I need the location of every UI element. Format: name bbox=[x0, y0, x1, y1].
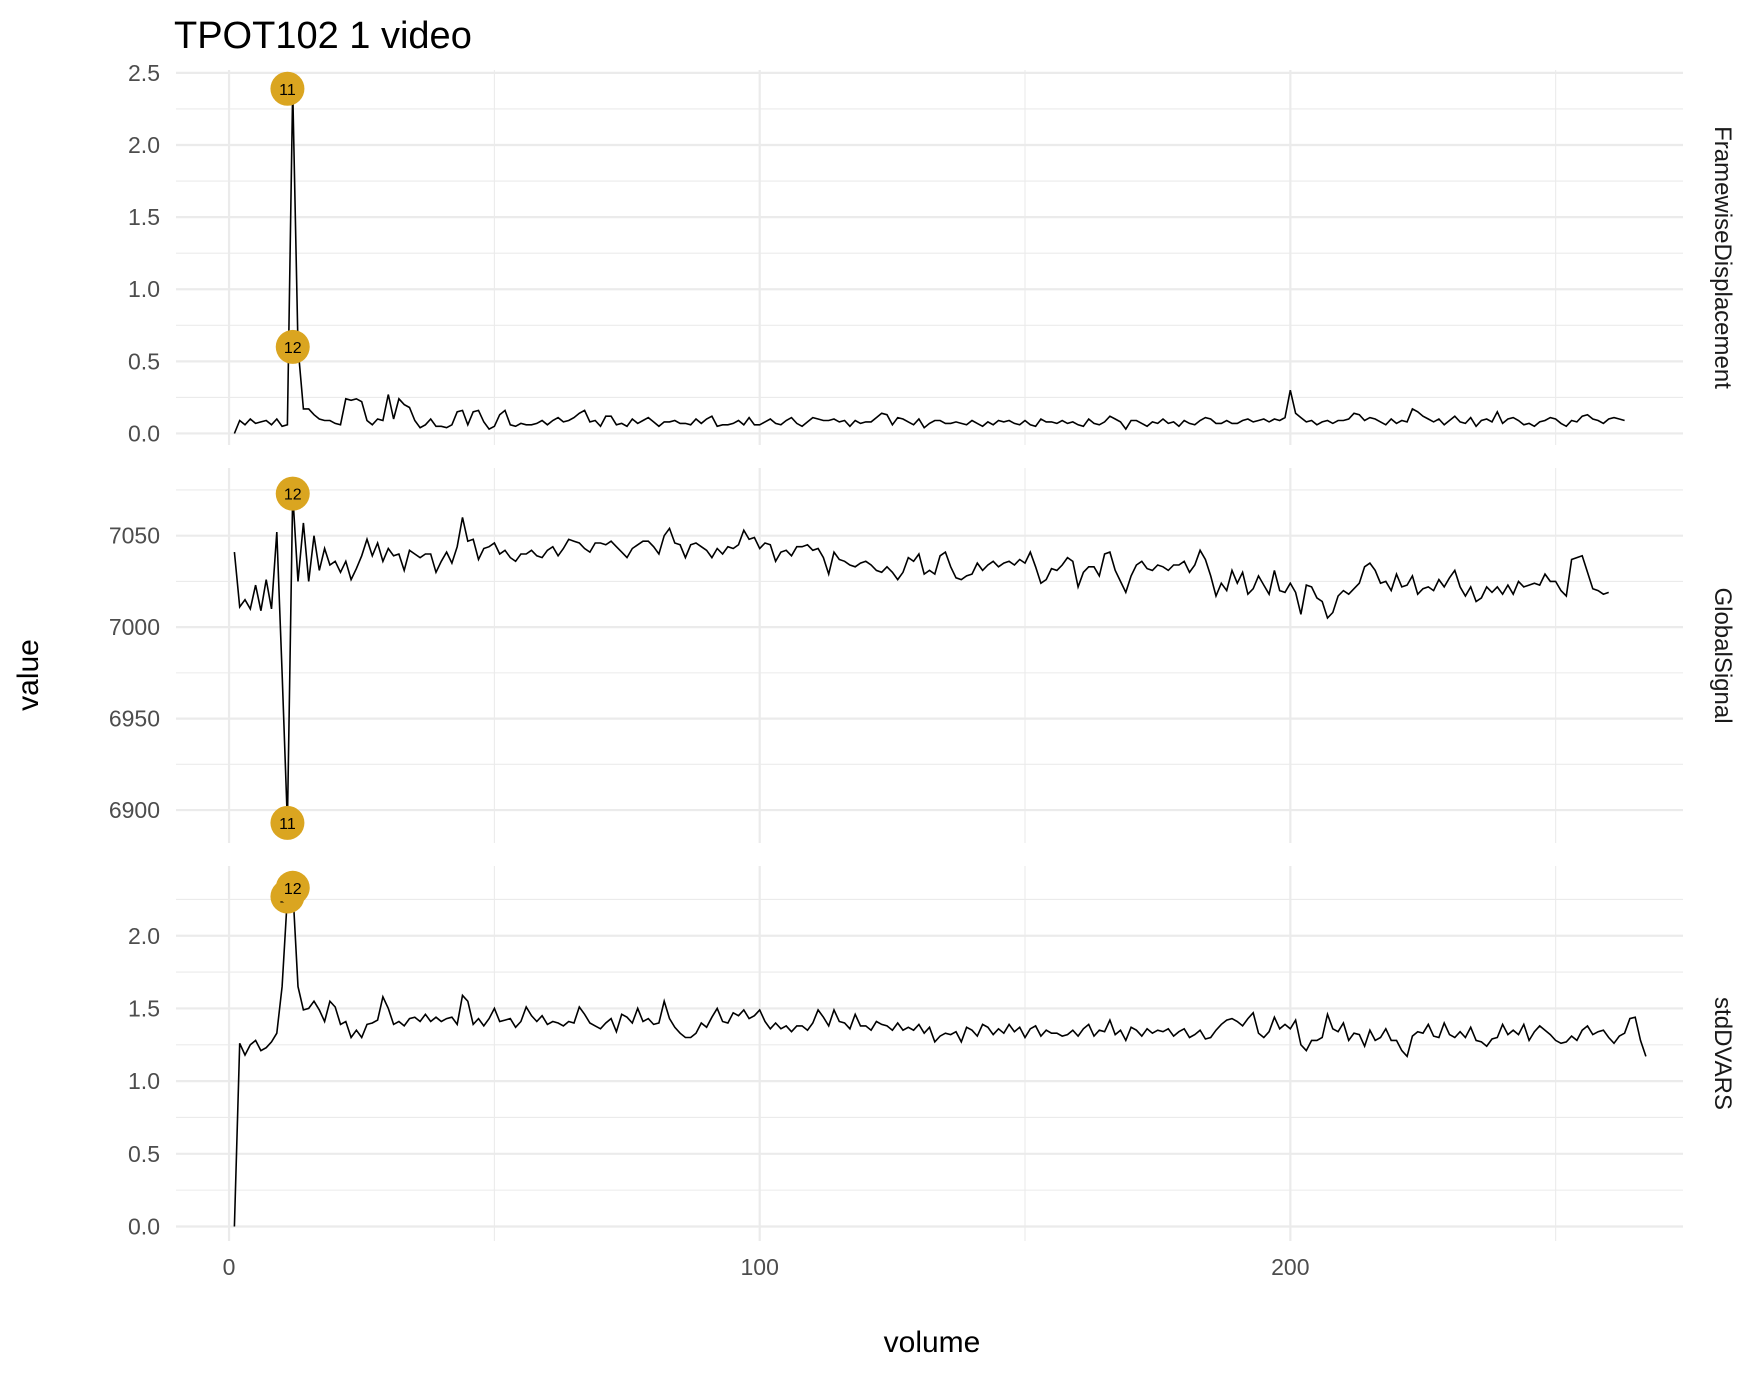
y-tick-label: 0.5 bbox=[128, 1141, 160, 1167]
y-tick-label: 6950 bbox=[109, 706, 160, 732]
panel-stdDVARS: 0.00.51.01.52.01112stdDVARS bbox=[128, 866, 1736, 1241]
y-tick-label: 1.0 bbox=[128, 276, 160, 302]
facet-label: FramewiseDisplacement bbox=[1709, 126, 1736, 389]
flagged-point-label: 12 bbox=[284, 881, 302, 898]
facet-label: stdDVARS bbox=[1709, 997, 1736, 1110]
panel-FramewiseDisplacement: 0.0 0.5 1.0 1.5 2.0 2.5 11 12 FramewiseDisplacem… bbox=[128, 60, 1736, 447]
flagged-point-label: 11 bbox=[279, 82, 296, 99]
y-axis-title: value bbox=[12, 639, 45, 711]
x-tick-label: 100 bbox=[741, 1254, 779, 1280]
y-tick-label: 2.0 bbox=[128, 923, 160, 949]
y-tick-label: 0.0 bbox=[128, 1213, 160, 1239]
x-axis-ticks: 0 100 200 bbox=[223, 1254, 1310, 1280]
flagged-point-label: 12 bbox=[284, 487, 302, 504]
series-line-stdDVARS bbox=[233, 885, 1647, 1227]
y-tick-label: 2.0 bbox=[128, 132, 160, 158]
x-axis-title: volume bbox=[884, 1326, 981, 1359]
facet-label: GlobalSignal bbox=[1709, 587, 1736, 723]
flagged-point-marker bbox=[270, 805, 305, 840]
y-tick-label: 1.5 bbox=[128, 204, 160, 230]
y-tick-label: 7050 bbox=[109, 523, 160, 549]
panel-GlobalSignal: 6900 6950 7000 7050 12 11 GlobalSignal bbox=[109, 468, 1736, 843]
y-tick-label: 0.5 bbox=[128, 348, 160, 374]
y-tick-label: 0.0 bbox=[128, 420, 160, 446]
flagged-point-label: 11 bbox=[279, 816, 296, 833]
y-tick-label: 1.0 bbox=[128, 1068, 160, 1094]
y-tick-label: 1.5 bbox=[128, 995, 160, 1021]
x-tick-label: 200 bbox=[1271, 1254, 1309, 1280]
facet-panels: 0.0 0.5 1.0 1.5 2.0 2.5 11 12 FramewiseDisplacem… bbox=[109, 60, 1736, 1241]
y-tick-label: 7000 bbox=[109, 614, 160, 640]
y-tick-label: 6900 bbox=[109, 797, 160, 823]
flagged-point-marker bbox=[275, 870, 310, 905]
series-line-GlobalSignal bbox=[233, 493, 1609, 823]
y-tick-label: 2.5 bbox=[128, 60, 160, 86]
flagged-point-marker bbox=[270, 71, 305, 106]
flagged-point-marker bbox=[275, 476, 310, 511]
chart-title: TPOT102 1 video bbox=[174, 15, 472, 57]
flagged-point-marker bbox=[275, 329, 310, 364]
flagged-point-label: 12 bbox=[284, 340, 302, 357]
series-line-FramewiseDisplacement bbox=[233, 88, 1625, 434]
x-tick-label: 0 bbox=[223, 1254, 236, 1280]
